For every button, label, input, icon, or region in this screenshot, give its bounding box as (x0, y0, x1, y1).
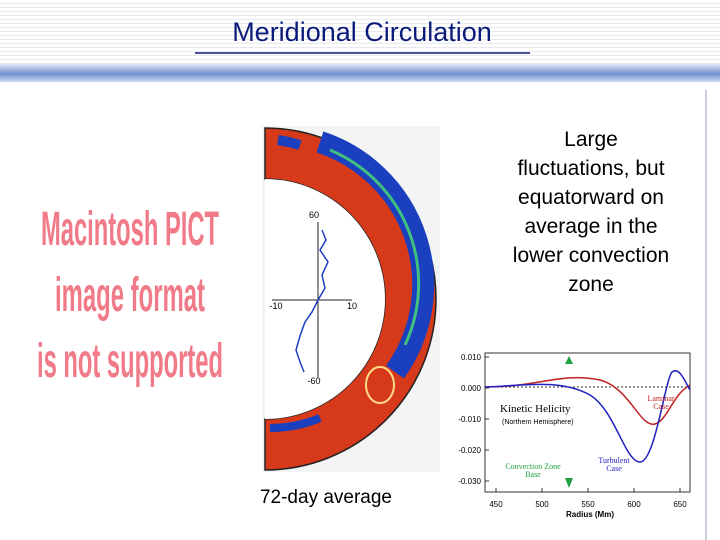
body-text: Large (564, 128, 618, 151)
blue-patch (277, 135, 302, 150)
pict-placeholder: Macintosh PICT (41, 203, 219, 256)
y-tick-label: -0.020 (458, 446, 481, 455)
title: Meridional Circulation (232, 17, 492, 47)
body-text: equatorward on (518, 186, 664, 209)
axis-label: 60 (309, 210, 319, 220)
y-tick-label: 0.000 (461, 384, 482, 393)
y-tick-label: -0.030 (458, 477, 481, 486)
header-bar (0, 64, 720, 82)
caption: 72-day average (260, 487, 392, 508)
plot-label: Laminar (647, 394, 674, 403)
axis-label: -60 (307, 376, 320, 386)
blue-band (316, 131, 435, 379)
contour (329, 148, 421, 346)
plot-label: Base (525, 470, 541, 479)
plot-label: Turbulent (598, 456, 630, 465)
laminar-curve (484, 376, 691, 425)
plot-label: Case (653, 402, 669, 411)
x-tick-label: 650 (673, 500, 687, 509)
inner (265, 179, 385, 419)
x-axis-label: Radius (Mm) (566, 510, 614, 519)
body-text: fluctuations, but (517, 157, 664, 180)
body-text: lower convection (513, 244, 669, 267)
x-tick-label: 550 (581, 500, 595, 509)
marker (565, 356, 573, 364)
body-text: average in the (524, 215, 657, 238)
axis-label: -10 (269, 301, 282, 311)
plot-title: Kinetic Helicity (500, 403, 571, 415)
plot-label: Convection Zone (505, 462, 561, 471)
pict-placeholder: is not supported (37, 335, 223, 388)
body-text: zone (568, 273, 614, 296)
contour (365, 366, 395, 404)
blue-patch (269, 414, 322, 432)
marker (565, 478, 573, 488)
meridional-figure (262, 126, 440, 472)
x-tick-label: 600 (627, 500, 641, 509)
turbulent-curve (484, 370, 691, 463)
inner-curve (295, 229, 329, 373)
plot-label: Case (606, 464, 622, 473)
axis-label: 10 (347, 301, 357, 311)
pict-placeholder: image format (55, 269, 205, 322)
y-tick-label: 0.010 (461, 353, 482, 362)
plot-subtitle: (Northern Hemisphere) (502, 419, 574, 426)
y-tick-label: -0.010 (458, 415, 481, 424)
x-tick-label: 450 (489, 500, 503, 509)
x-tick-label: 500 (535, 500, 549, 509)
